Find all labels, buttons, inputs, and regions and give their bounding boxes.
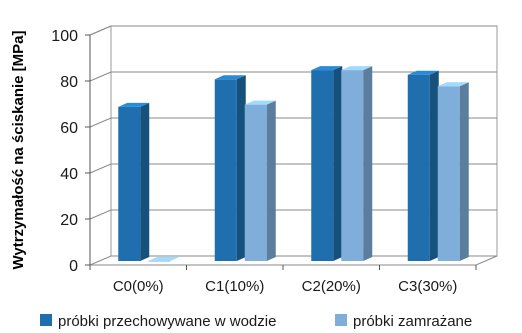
bar-front	[214, 79, 237, 261]
bar-side	[333, 66, 343, 261]
y-tick-label: 20	[60, 212, 78, 229]
bar-front	[407, 74, 430, 261]
y-axis-title: Wytrzymałość na ściskanie [MPa]	[10, 31, 27, 270]
gridline-side	[89, 25, 112, 36]
gridline-side	[89, 163, 112, 174]
bar-series-1-C2(20%)	[311, 66, 343, 261]
bar-top	[437, 82, 469, 87]
bar-side	[429, 70, 439, 261]
bar-series-2-C0(0%)	[148, 257, 180, 262]
bar-top	[407, 70, 439, 75]
y-tick-label: 60	[60, 120, 78, 137]
bar-series-2-C2(20%)	[341, 66, 373, 261]
bar-series-1-C0(0%)	[118, 102, 150, 262]
x-tick-label: C3(30%)	[398, 278, 457, 295]
bar-top	[214, 75, 246, 80]
bar-side	[459, 82, 469, 261]
legend: próbki przechowywane w wodzie próbki zam…	[40, 313, 472, 330]
bar-top	[148, 257, 180, 261]
bar-front	[244, 104, 267, 261]
bar-series-1-C1(10%)	[214, 75, 246, 261]
x-tick-label: C2(20%)	[302, 278, 361, 295]
x-axis-labels: C0(0%) C1(10%) C2(20%) C3(30%)	[113, 278, 458, 295]
bar-side	[140, 102, 150, 262]
bar-series-2-C3(30%)	[437, 82, 469, 261]
bar-top	[341, 66, 373, 71]
bar-side	[266, 100, 276, 261]
legend-swatch-series-1	[40, 314, 52, 326]
y-tick-label: 80	[60, 74, 78, 91]
legend-label-series-2: próbki zamrażane	[353, 313, 472, 330]
x-tick-label: C1(10%)	[205, 278, 264, 295]
gridline-side	[89, 71, 112, 82]
x-tick-label: C0(0%)	[113, 278, 164, 295]
bar-front	[148, 261, 171, 262]
legend-label-series-1: próbki przechowywane w wodzie	[58, 313, 276, 330]
bar-side	[363, 66, 373, 261]
bar-front	[437, 86, 460, 261]
y-axis: 0 20 40 60 80 100	[51, 28, 477, 275]
legend-swatch-series-2	[335, 314, 347, 326]
bar-front	[118, 106, 141, 262]
gridline-side	[89, 209, 112, 220]
bar-front	[341, 70, 364, 261]
y-tick-label: 0	[69, 258, 78, 275]
bar-series-2-C1(10%)	[244, 100, 276, 261]
bar-top	[118, 102, 150, 107]
gridline-side	[89, 117, 112, 128]
floor	[89, 255, 498, 266]
bar-top	[244, 100, 276, 105]
bar-series-1-C3(30%)	[407, 70, 439, 261]
bar-side	[236, 75, 246, 261]
bars	[118, 66, 469, 262]
y-tick-label: 100	[51, 28, 78, 45]
y-tick-label: 40	[60, 166, 78, 183]
bar-front	[311, 70, 334, 261]
bar-top	[311, 66, 343, 71]
